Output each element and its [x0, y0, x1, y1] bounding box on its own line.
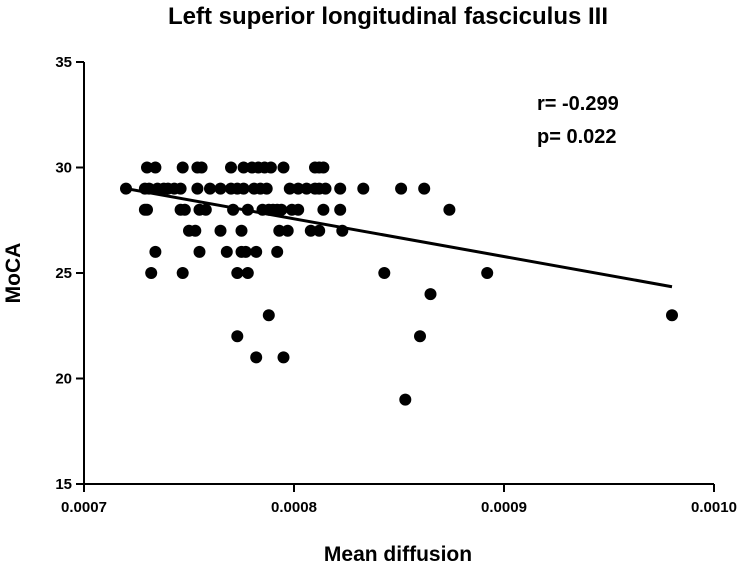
data-point: [195, 161, 208, 174]
data-point: [141, 203, 153, 216]
data-point: [214, 182, 227, 195]
data-point: [292, 203, 305, 216]
y-tick-label: 25: [55, 265, 72, 282]
data-point: [424, 288, 437, 301]
data-point: [204, 182, 216, 195]
x-ticks: 0.0007 0.0008 0.0009 0.0010: [61, 484, 737, 516]
data-point: [225, 161, 237, 174]
y-axis-label: MoCA: [2, 243, 25, 304]
data-point: [277, 351, 290, 364]
data-point: [250, 245, 263, 258]
x-tick-label: 0.0008: [271, 499, 317, 516]
data-point: [237, 161, 250, 174]
data-point: [145, 267, 158, 279]
data-point: [149, 161, 162, 174]
data-point: [174, 182, 187, 195]
data-point: [260, 182, 273, 195]
data-point: [334, 203, 347, 216]
data-point: [275, 203, 288, 216]
data-point: [235, 224, 248, 237]
y-tick-label: 35: [55, 54, 72, 71]
data-point: [264, 161, 277, 174]
data-point: [239, 245, 252, 258]
annotation-p: p= 0.022: [537, 126, 617, 148]
data-point: [357, 182, 370, 195]
data-point: [193, 245, 206, 258]
data-point: [241, 267, 254, 279]
data-point: [241, 203, 254, 216]
data-point: [143, 182, 156, 195]
data-point: [443, 203, 456, 216]
data-point: [378, 267, 391, 279]
data-point: [191, 182, 204, 195]
y-tick-label: 15: [55, 476, 72, 493]
data-point: [199, 203, 212, 216]
data-point: [336, 224, 349, 237]
data-point: [262, 309, 275, 322]
data-point: [227, 203, 240, 216]
y-tick-label: 30: [55, 160, 72, 177]
data-point: [317, 161, 330, 174]
data-point: [273, 224, 286, 237]
data-point: [178, 203, 191, 216]
data-point: [231, 330, 244, 343]
data-point: [304, 224, 317, 237]
data-point: [292, 182, 305, 195]
data-point: [120, 182, 132, 195]
data-point: [319, 182, 332, 195]
data-point: [283, 182, 296, 195]
x-tick-label: 0.0007: [61, 499, 107, 516]
data-point: [214, 224, 227, 237]
data-point: [277, 161, 290, 174]
data-point: [271, 245, 284, 258]
data-point: [395, 182, 408, 195]
regression-line: [125, 187, 673, 289]
data-point: [300, 182, 313, 195]
data-points: [120, 161, 678, 406]
x-tick-label: 0.0009: [481, 499, 527, 516]
data-point: [250, 351, 263, 364]
x-axis-label: Mean diffusion: [324, 543, 472, 565]
data-point: [414, 330, 426, 343]
data-point: [317, 203, 330, 216]
data-point: [176, 161, 189, 174]
data-point: [418, 182, 431, 195]
chart-title: Left superior longitudinal fasciculus II…: [168, 3, 608, 30]
data-point: [313, 224, 326, 237]
data-point: [281, 224, 294, 237]
data-point: [149, 245, 162, 258]
x-tick-label: 0.0010: [691, 499, 737, 516]
data-point: [399, 393, 412, 406]
data-point: [237, 182, 250, 195]
data-point: [231, 267, 244, 279]
data-point: [334, 182, 347, 195]
data-point: [141, 161, 153, 174]
data-point: [220, 245, 233, 258]
data-point: [481, 267, 494, 279]
annotation-r: r= -0.299: [537, 93, 619, 115]
data-point: [666, 309, 678, 322]
data-point: [176, 267, 189, 279]
data-point: [189, 224, 202, 237]
y-tick-label: 20: [55, 371, 72, 388]
y-ticks: 15 20 25 30 35: [55, 54, 84, 493]
